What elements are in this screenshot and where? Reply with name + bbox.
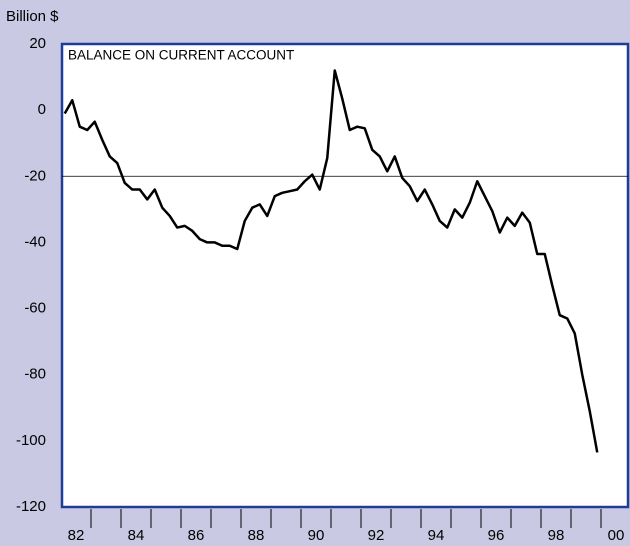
- x-tick-label: 92: [368, 527, 385, 544]
- plot-area: [60, 42, 630, 509]
- x-tick-label: 86: [188, 527, 205, 544]
- y-tick-label: -40: [24, 233, 46, 250]
- x-tick-label: 98: [548, 527, 565, 544]
- y-tick-label: -60: [24, 300, 46, 317]
- y-tick-label: 0: [38, 101, 46, 118]
- x-tick-label: 00: [608, 527, 625, 544]
- x-tick-label: 90: [308, 527, 325, 544]
- y-tick-label: 20: [29, 35, 46, 52]
- y-tick-label: -120: [16, 498, 46, 515]
- y-tick-label: -20: [24, 167, 46, 184]
- x-tick-label: 88: [248, 527, 265, 544]
- x-tick-label: 82: [68, 527, 85, 544]
- chart-title: BALANCE ON CURRENT ACCOUNT: [68, 48, 294, 63]
- x-tick-label: 94: [428, 527, 445, 544]
- y-tick-label: -80: [24, 366, 46, 383]
- y-tick-label: -100: [16, 432, 46, 449]
- data-line: [63, 69, 599, 453]
- y-axis-label: Billion $: [6, 8, 59, 25]
- x-tick-label: 96: [488, 527, 505, 544]
- x-tick-label: 84: [128, 527, 145, 544]
